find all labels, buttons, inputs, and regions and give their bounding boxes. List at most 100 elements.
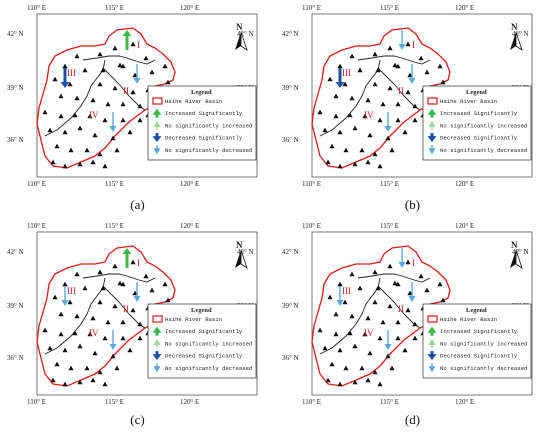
station-marker [389,365,395,371]
lat-tick-label-right: 42° N [512,30,529,38]
lon-tick-label-top: 115° E [105,222,124,230]
legend: Legend Haihe River Basin Increased Signifi… [422,85,532,161]
basin-boundary [311,245,451,387]
station-marker [372,299,378,305]
station-marker [317,109,323,115]
station-marker [137,103,143,109]
legend-arrow-icon [427,108,437,118]
lat-tick-label-left: 39° N [7,84,24,92]
map-panel-a: 110° E 110° E 115° E 115° E 120° E 120° E 42° … [5,0,270,218]
station-marker [130,259,136,265]
station-marker [90,159,96,165]
trend-arrow-region-iv [384,330,392,350]
station-marker [42,109,48,115]
station-marker [349,313,355,319]
region-label-ii: II [123,86,129,96]
legend-item-label: Haihe River Basin [165,98,222,105]
station-marker [329,361,335,367]
lon-tick-label-bottom: 110° E [302,398,321,406]
region-label-i: I [137,40,140,50]
station-marker [97,269,103,275]
station-marker [67,299,73,305]
north-arrow-icon [235,249,248,269]
lat-tick-label-right: 42° N [237,248,254,256]
station-marker [74,271,80,277]
trend-arrow-region-i [398,248,406,268]
trend-arrow-region-ii [133,64,141,84]
legend-swatch-basin [152,315,163,323]
station-marker [68,365,74,371]
station-marker [97,51,103,57]
station-markers [42,259,171,387]
station-marker [112,45,118,51]
station-marker [102,163,108,169]
lon-tick-label-top: 110° E [302,4,321,12]
station-marker [52,76,58,82]
region-label-i: I [412,258,415,268]
station-marker [68,147,74,153]
station-markers [317,259,446,387]
station-marker [58,93,64,99]
station-marker [405,307,411,313]
region-divider [357,55,431,65]
station-marker [102,381,108,387]
station-marker [352,125,358,131]
lon-tick-label-top: 120° E [180,222,199,230]
station-marker [333,331,339,337]
station-marker [42,327,48,333]
station-marker [84,147,90,153]
map-panel-b: 110° E 110° E 115° E 115° E 120° E 120° E 42° … [280,0,545,218]
station-marker [58,113,64,119]
panel-caption: (c) [130,412,145,427]
lat-tick-label-left: 36° N [282,354,299,362]
region-divider [319,59,381,137]
station-marker [437,281,443,287]
lat-tick-label-left: 36° N [7,354,24,362]
station-marker [120,281,126,287]
legend-title: Legend [191,89,212,96]
panel-caption: (d) [404,412,421,427]
station-marker [343,365,349,371]
station-marker [362,113,368,119]
lat-tick-label-left: 36° N [282,136,299,144]
station-marker [82,285,88,291]
station-marker [87,331,93,337]
station-marker [77,379,83,385]
station-marker [74,53,80,59]
station-marker [130,89,136,95]
station-marker [162,281,168,287]
lat-tick-label-left: 39° N [7,302,24,310]
legend-item-label: No significantly decreased [165,365,252,372]
station-marker [372,369,378,375]
station-marker [62,163,68,169]
station-marker [412,117,418,123]
station-marker [82,67,88,73]
station-marker [349,95,355,101]
station-marker [137,321,143,327]
station-marker [322,345,328,351]
station-marker [90,315,96,321]
station-marker [418,55,424,61]
station-marker [112,303,118,309]
lon-tick-label-bottom: 120° E [180,398,199,406]
station-marker [359,147,365,153]
station-marker [402,129,408,135]
station-marker [418,273,424,279]
station-marker [372,81,378,87]
station-marker [412,335,418,341]
station-marker [120,117,126,123]
map-frame [311,231,533,396]
station-marker [437,63,443,69]
lat-tick-label-left: 42° N [7,248,24,256]
lon-tick-label-bottom: 120° E [180,180,199,188]
station-marker [440,79,446,85]
station-marker [62,63,68,69]
station-marker [112,263,118,269]
region-label-ii: II [398,86,404,96]
legend-title: Legend [466,89,487,96]
basin-boundary [311,27,451,169]
north-arrow-icon [510,249,523,269]
legend-arrow-icon [153,145,161,155]
panel-caption: (a) [130,197,145,212]
station-marker [402,347,408,353]
